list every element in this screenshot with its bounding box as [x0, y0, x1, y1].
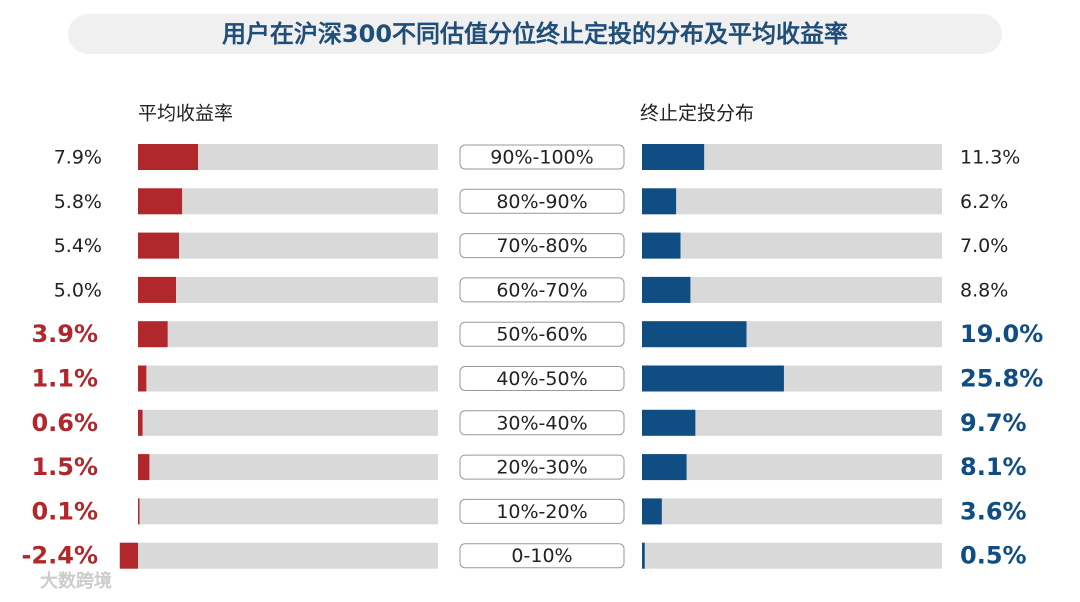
bar — [138, 454, 150, 481]
category-box — [459, 233, 625, 259]
value-label: 25.8% — [960, 365, 1043, 393]
value-label: 3.6% — [960, 497, 1027, 525]
value-label: 5.4% — [54, 235, 102, 257]
bar-track — [642, 188, 942, 215]
bar-track — [642, 498, 942, 525]
category-label: 20%-30% — [496, 457, 587, 479]
value-label: 3.9% — [31, 320, 98, 348]
category-label: 30%-40% — [496, 412, 587, 434]
bar — [642, 144, 705, 170]
category-box — [459, 321, 625, 347]
value-label: 7.9% — [54, 147, 102, 169]
category-box — [459, 188, 625, 214]
category-label: 80%-90% — [496, 191, 587, 213]
value-label: 0.1% — [31, 497, 98, 525]
value-label: 0.5% — [960, 542, 1027, 570]
category-box — [459, 366, 625, 391]
category-label: 50%-60% — [496, 324, 587, 346]
bar-track — [138, 365, 438, 392]
bar — [642, 232, 681, 259]
category-label: 70%-80% — [496, 235, 587, 257]
value-label: 9.7% — [960, 409, 1027, 437]
value-label: 8.1% — [960, 453, 1027, 481]
bar — [642, 409, 696, 436]
category-box — [459, 410, 625, 436]
chart-title: 用户在沪深300不同估值分位终止定投的分布及平均收益率 — [222, 20, 848, 48]
category-box — [459, 498, 625, 524]
value-label: 11.3% — [960, 147, 1020, 169]
value-label: 1.5% — [31, 453, 98, 481]
bar — [119, 542, 138, 569]
bar — [138, 409, 143, 436]
bar — [138, 365, 147, 392]
series-header: 终止定投分布 — [640, 103, 754, 125]
bar-track — [138, 276, 438, 303]
bar — [642, 542, 645, 569]
bar — [642, 321, 747, 348]
bar — [138, 321, 168, 348]
watermark: 大数跨境 — [40, 570, 112, 592]
bar — [138, 276, 176, 303]
category-label: 40%-50% — [496, 368, 587, 390]
bar — [138, 188, 183, 215]
bar — [642, 188, 677, 215]
bar-track — [138, 542, 438, 569]
category-label: 0-10% — [511, 545, 572, 567]
bar-track — [642, 276, 942, 303]
bar-track — [138, 232, 438, 259]
bar — [138, 144, 199, 170]
bar — [642, 365, 784, 392]
value-label: 5.0% — [54, 279, 102, 301]
bar — [138, 232, 180, 259]
bar-track — [138, 454, 438, 481]
bar-track — [138, 321, 438, 348]
value-label: 19.0% — [960, 320, 1043, 348]
category-box — [459, 543, 625, 569]
category-box — [459, 454, 625, 480]
value-label: -2.4% — [21, 542, 98, 570]
category-label: 10%-20% — [496, 501, 587, 523]
bar-track — [138, 188, 438, 215]
bar-track — [138, 409, 438, 436]
bar-track — [642, 454, 942, 481]
bar-track — [642, 542, 942, 569]
category-label: 90%-100% — [490, 147, 593, 169]
bar-track — [642, 232, 942, 259]
category-box — [459, 144, 625, 170]
value-label: 7.0% — [960, 235, 1008, 257]
bar — [138, 498, 140, 525]
value-label: 6.2% — [960, 191, 1008, 213]
value-label: 1.1% — [31, 365, 98, 393]
bar — [642, 276, 691, 303]
value-label: 0.6% — [31, 409, 98, 437]
bar-track — [138, 498, 438, 525]
bar — [642, 498, 662, 525]
series-header: 平均收益率 — [138, 103, 233, 125]
category-label: 60%-70% — [496, 279, 587, 301]
value-label: 5.8% — [54, 191, 102, 213]
category-box — [459, 277, 625, 303]
title-pill — [68, 14, 1002, 54]
bar — [642, 454, 687, 481]
value-label: 8.8% — [960, 279, 1008, 301]
